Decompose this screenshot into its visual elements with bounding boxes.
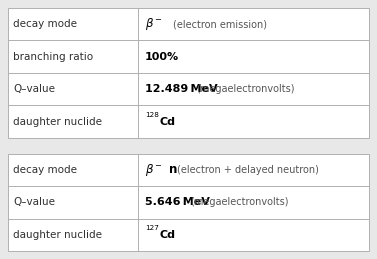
Bar [8,154,369,251]
Text: (megaelectronvolts): (megaelectronvolts) [190,197,288,207]
Text: daughter nuclide: daughter nuclide [13,117,102,127]
Text: $\mathit{\beta}^-$: $\mathit{\beta}^-$ [145,162,163,178]
Text: 12.489 MeV: 12.489 MeV [145,84,218,94]
Text: Cd: Cd [159,230,175,240]
Text: (electron + delayed neutron): (electron + delayed neutron) [177,165,319,175]
Text: n: n [169,163,177,176]
Bar [8,8,369,138]
Text: Cd: Cd [159,117,175,127]
Text: decay mode: decay mode [13,165,77,175]
Text: 128: 128 [145,112,159,118]
Text: 5.646 MeV: 5.646 MeV [145,197,210,207]
Text: branching ratio: branching ratio [13,52,93,62]
Text: 100%: 100% [145,52,179,62]
Text: daughter nuclide: daughter nuclide [13,230,102,240]
Text: decay mode: decay mode [13,19,77,29]
Text: (megaelectronvolts): (megaelectronvolts) [196,84,294,94]
Text: 127: 127 [145,225,159,231]
Text: (electron emission): (electron emission) [173,19,267,29]
Text: $\mathit{\beta}^-$: $\mathit{\beta}^-$ [145,16,163,32]
Text: Q–value: Q–value [13,197,55,207]
Text: Q–value: Q–value [13,84,55,94]
